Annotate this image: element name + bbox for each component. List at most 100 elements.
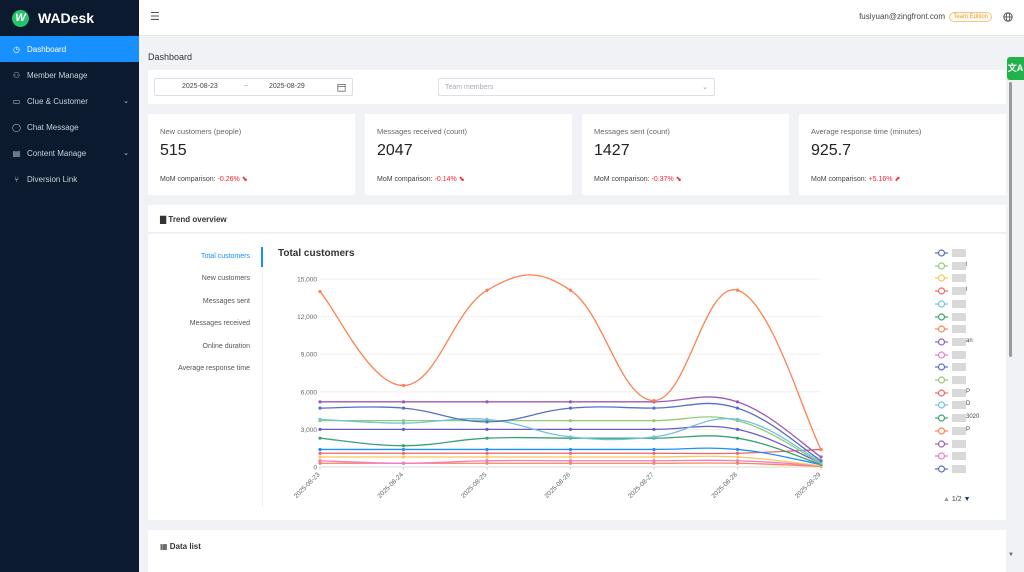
members-icon: ⚇ <box>12 70 21 80</box>
page-scrollbar[interactable] <box>1009 82 1012 357</box>
legend-next-icon[interactable]: ▼ <box>963 496 971 503</box>
legend-label: P <box>966 426 971 433</box>
legend-item[interactable] <box>933 350 993 360</box>
stat-value: 1427 <box>594 142 630 159</box>
chart-legend: l l an <box>933 248 1003 518</box>
legend-label-redacted <box>952 299 966 308</box>
data-point <box>318 289 322 294</box>
sidebar-item-chat-message[interactable]: ◯ Chat Message <box>0 114 139 140</box>
date-end[interactable]: 2025-08-29 <box>269 83 305 90</box>
app-name: WADesk <box>38 10 95 26</box>
user-email[interactable]: fusiyuan@zingfront.com <box>859 12 945 21</box>
sidebar-item-diversion-link[interactable]: ⑂ Diversion Link <box>0 166 139 192</box>
sidebar-item-label: Dashboard <box>27 44 67 54</box>
data-point <box>485 455 489 459</box>
data-point <box>401 406 406 410</box>
edition-badge: Team Edition <box>949 12 992 22</box>
x-tick-label: 2025-08-29 <box>794 471 823 500</box>
x-tick-label: 2025-08-24 <box>376 471 405 500</box>
x-tick-label: 2025-08-28 <box>710 471 739 500</box>
data-point <box>735 447 740 452</box>
date-range-picker[interactable]: 2025-08-23 ~ 2025-08-29 <box>154 78 353 96</box>
legend-marker-icon <box>935 325 948 333</box>
tab-total-customers[interactable]: Total customers <box>200 253 250 260</box>
legend-label-redacted <box>952 350 966 359</box>
legend-item[interactable] <box>933 439 993 449</box>
data-point <box>652 447 656 452</box>
legend-item[interactable] <box>933 464 993 474</box>
sidebar-item-label: Member Manage <box>27 70 88 80</box>
legend-item[interactable] <box>933 375 993 385</box>
legend-item[interactable] <box>933 451 993 461</box>
legend-item[interactable]: l <box>933 261 993 271</box>
legend-item[interactable]: P <box>933 426 993 436</box>
legend-marker-icon <box>935 262 948 270</box>
sidebar-item-content-manage[interactable]: ▤ Content Manage ⌄ <box>0 140 139 166</box>
sidebar-item-member-manage[interactable]: ⚇ Member Manage <box>0 62 139 88</box>
data-point <box>735 288 740 292</box>
data-point <box>485 427 489 431</box>
dashboard-icon: ◷ <box>13 44 20 54</box>
legend-item[interactable] <box>933 312 993 322</box>
data-point <box>318 455 322 459</box>
legend-item[interactable]: 3020 <box>933 413 993 423</box>
legend-label: l <box>966 287 968 294</box>
legend-item[interactable] <box>933 299 993 309</box>
legend-marker-icon <box>935 249 948 257</box>
legend-label: P <box>966 388 971 395</box>
calendar-icon[interactable] <box>337 83 346 92</box>
data-point <box>401 444 406 448</box>
trend-overview-title: Trend overview <box>168 215 227 224</box>
tab-new-customers[interactable]: New customers <box>201 275 250 283</box>
stat-mom: MoM comparison: -0.26% ⬊ <box>160 175 248 183</box>
tab-divider <box>262 247 263 507</box>
data-point <box>568 447 573 452</box>
tab-messages-received[interactable]: Messages received <box>189 320 250 328</box>
legend-item[interactable]: P <box>933 388 993 398</box>
legend-item[interactable]: an <box>933 337 993 347</box>
legend-item[interactable] <box>933 324 993 334</box>
sidebar-item-label: Diversion Link <box>27 174 78 184</box>
translate-button[interactable]: 文A <box>1007 57 1024 80</box>
tab-messages-sent[interactable]: Messages sent <box>202 297 250 305</box>
menu-toggle-icon[interactable]: ☰ <box>150 11 160 23</box>
data-point <box>652 398 656 403</box>
y-tick-label: 15,000 <box>297 277 317 284</box>
sidebar-item-dashboard[interactable]: ◷ Dashboard <box>0 36 139 62</box>
legend-item[interactable] <box>933 248 993 258</box>
stat-card: Messages sent (count) 1427 MoM compariso… <box>582 114 789 195</box>
data-point <box>485 459 489 463</box>
data-point <box>485 400 489 404</box>
data-list-title: Data list <box>169 542 201 551</box>
sidebar-item-clue-customer[interactable]: ▭ Clue & Customer ⌄ <box>0 88 139 114</box>
legend-label-redacted <box>952 274 966 283</box>
date-separator: ~ <box>244 83 249 90</box>
data-list-section: ▦ Data list <box>148 530 1006 572</box>
legend-marker-icon <box>935 312 948 321</box>
mom-label: MoM comparison: <box>377 176 433 183</box>
mom-value: -0.14% <box>434 176 457 183</box>
data-point <box>401 383 406 388</box>
data-point <box>318 400 322 404</box>
legend-marker-icon <box>935 465 948 473</box>
tab-average-response-time[interactable]: Average response time <box>178 365 250 372</box>
app-logo[interactable]: W WADesk <box>0 0 139 36</box>
x-tick-label: 2025-08-23 <box>293 471 322 500</box>
data-point <box>652 419 656 423</box>
globe-icon[interactable] <box>1003 12 1013 22</box>
tab-online-duration[interactable]: Online duration <box>202 342 250 350</box>
legend-label-redacted <box>952 401 966 410</box>
legend-item[interactable] <box>933 362 993 372</box>
date-start[interactable]: 2025-08-23 <box>182 83 218 90</box>
legend-prev-icon[interactable]: ▲ <box>943 496 950 503</box>
legend-marker-icon <box>935 274 948 282</box>
legend-item[interactable]: D <box>933 400 993 410</box>
legend-item[interactable]: l <box>933 286 993 296</box>
data-point <box>568 427 573 431</box>
data-point <box>568 455 573 459</box>
scroll-down-icon[interactable]: ▼ <box>1008 552 1014 558</box>
stat-card: New customers (people) 515 MoM compariso… <box>148 114 355 195</box>
legend-item[interactable] <box>933 273 993 283</box>
team-members-select[interactable]: Team members ⌄ <box>438 78 715 96</box>
active-tab-indicator <box>261 247 263 267</box>
